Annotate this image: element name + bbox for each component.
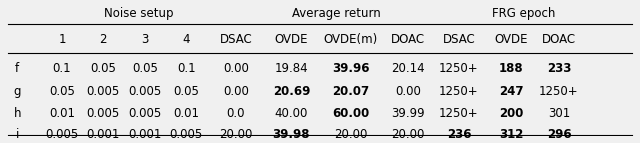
Text: 20.14: 20.14 — [391, 62, 425, 75]
Text: 39.96: 39.96 — [332, 62, 369, 75]
Text: 20.00: 20.00 — [219, 128, 253, 141]
Text: 39.99: 39.99 — [391, 107, 425, 120]
Text: 0.01: 0.01 — [173, 107, 199, 120]
Text: 0.00: 0.00 — [395, 85, 421, 98]
Text: 0.005: 0.005 — [128, 85, 161, 98]
Text: 1250+: 1250+ — [439, 85, 479, 98]
Text: DSAC: DSAC — [442, 33, 476, 46]
Text: DSAC: DSAC — [220, 33, 252, 46]
Text: 1250+: 1250+ — [439, 62, 479, 75]
Text: 0.05: 0.05 — [173, 85, 199, 98]
Text: 236: 236 — [447, 128, 471, 141]
Text: 0.05: 0.05 — [132, 62, 157, 75]
Text: g: g — [13, 85, 21, 98]
Text: 19.84: 19.84 — [275, 62, 308, 75]
Text: 188: 188 — [499, 62, 524, 75]
Text: 1250+: 1250+ — [439, 107, 479, 120]
Text: 1: 1 — [58, 33, 66, 46]
Text: 0.05: 0.05 — [49, 85, 75, 98]
Text: 0.1: 0.1 — [52, 62, 71, 75]
Text: DOAC: DOAC — [542, 33, 576, 46]
Text: 4: 4 — [182, 33, 190, 46]
Text: 312: 312 — [499, 128, 524, 141]
Text: FRG epoch: FRG epoch — [492, 7, 555, 20]
Text: 0.001: 0.001 — [128, 128, 161, 141]
Text: 0.005: 0.005 — [128, 107, 161, 120]
Text: Average return: Average return — [292, 7, 381, 20]
Text: 0.001: 0.001 — [86, 128, 120, 141]
Text: 0.00: 0.00 — [223, 62, 249, 75]
Text: 20.07: 20.07 — [332, 85, 369, 98]
Text: 0.01: 0.01 — [49, 107, 75, 120]
Text: 0.005: 0.005 — [170, 128, 203, 141]
Text: 301: 301 — [548, 107, 570, 120]
Text: Noise setup: Noise setup — [104, 7, 173, 20]
Text: 20.00: 20.00 — [391, 128, 424, 141]
Text: 20.69: 20.69 — [273, 85, 310, 98]
Text: 0.00: 0.00 — [223, 85, 249, 98]
Text: 0.1: 0.1 — [177, 62, 195, 75]
Text: h: h — [13, 107, 21, 120]
Text: OVDE: OVDE — [275, 33, 308, 46]
Text: 2: 2 — [100, 33, 107, 46]
Text: OVDE(m): OVDE(m) — [323, 33, 378, 46]
Text: 3: 3 — [141, 33, 148, 46]
Text: 0.005: 0.005 — [86, 85, 120, 98]
Text: f: f — [15, 62, 19, 75]
Text: 233: 233 — [547, 62, 571, 75]
Text: 296: 296 — [547, 128, 572, 141]
Text: 247: 247 — [499, 85, 524, 98]
Text: i: i — [15, 128, 19, 141]
Text: 20.00: 20.00 — [334, 128, 367, 141]
Text: 1250+: 1250+ — [539, 85, 579, 98]
Text: 0.0: 0.0 — [227, 107, 245, 120]
Text: OVDE: OVDE — [495, 33, 528, 46]
Text: 200: 200 — [499, 107, 524, 120]
Text: 0.005: 0.005 — [86, 107, 120, 120]
Text: 39.98: 39.98 — [273, 128, 310, 141]
Text: 0.005: 0.005 — [45, 128, 79, 141]
Text: 60.00: 60.00 — [332, 107, 369, 120]
Text: 0.05: 0.05 — [90, 62, 116, 75]
Text: 40.00: 40.00 — [275, 107, 308, 120]
Text: DOAC: DOAC — [391, 33, 425, 46]
